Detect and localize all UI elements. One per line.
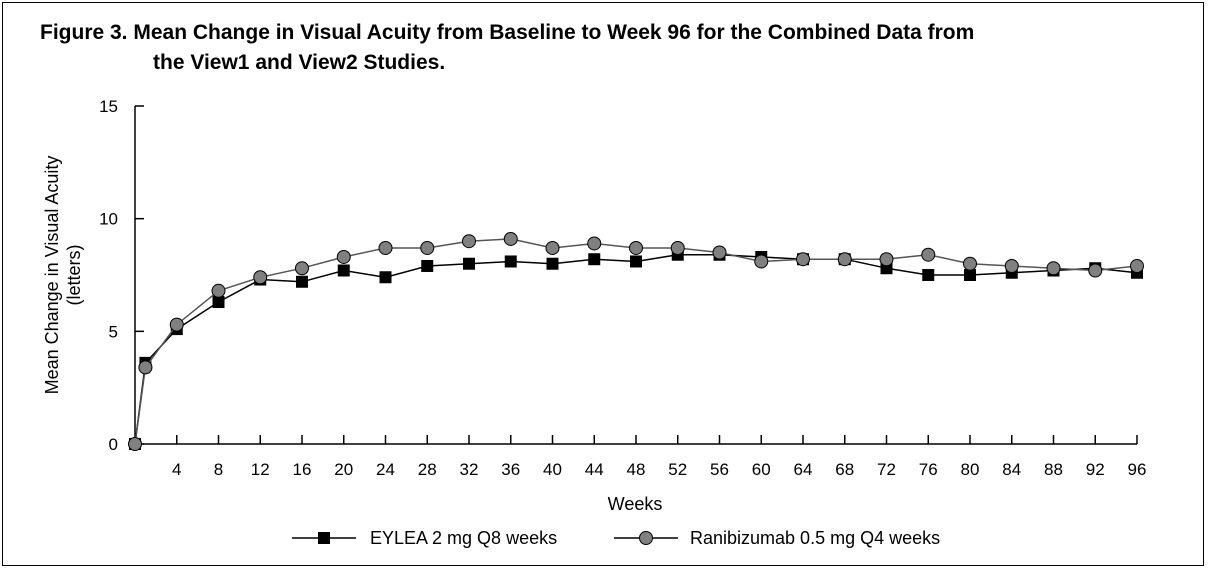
data-point-circle: [1046, 261, 1061, 276]
data-point-circle: [1130, 258, 1144, 273]
data-point-square: [504, 255, 517, 268]
legend-ranibizumab-marker: [639, 531, 653, 545]
x-tick-label: 68: [835, 460, 854, 479]
x-axis-title: Weeks: [608, 494, 663, 514]
data-point-square: [546, 257, 559, 270]
data-point-circle: [879, 252, 894, 267]
x-tick-label: 32: [460, 460, 479, 479]
data-point-circle: [169, 317, 184, 332]
data-point-circle: [963, 256, 977, 271]
x-tick-label: 64: [794, 460, 813, 479]
y-axis-ticks: 0 5 10 15: [99, 97, 144, 454]
data-point-circle: [211, 283, 226, 298]
x-tick-label: 8: [214, 460, 223, 479]
series-line: [134, 253, 1138, 445]
chart-title-line2: the View1 and View2 Studies.: [153, 51, 446, 74]
y-axis-title-line2: (letters): [64, 244, 84, 305]
legend: EYLEA 2 mg Q8 weeks Ranibizumab 0.5 mg Q…: [292, 528, 940, 548]
data-point-circle: [503, 231, 518, 246]
data-point-square: [421, 259, 434, 272]
data-point-circle: [629, 240, 643, 255]
data-point-circle: [253, 270, 268, 285]
series-ranibizumab: [128, 231, 1144, 451]
series-eylea: [129, 248, 1143, 450]
x-tick-label: 96: [1128, 460, 1147, 479]
data-point-square: [630, 255, 642, 268]
x-tick-label: 52: [668, 460, 687, 479]
x-tick-label: 84: [1002, 460, 1021, 479]
legend-eylea-label: EYLEA 2 mg Q8 weeks: [370, 528, 557, 548]
legend-item-eylea: EYLEA 2 mg Q8 weeks: [292, 528, 557, 548]
data-point-circle: [1004, 258, 1019, 273]
x-tick-label: 92: [1086, 460, 1105, 479]
data-point-circle: [796, 252, 810, 267]
x-tick-label: 16: [293, 460, 312, 479]
x-tick-label: 60: [752, 460, 771, 479]
data-point-circle: [545, 240, 560, 255]
x-tick-label: 12: [251, 460, 270, 479]
data-point-circle: [336, 249, 351, 264]
data-point-circle: [670, 240, 685, 255]
chart-title-line1: Figure 3. Mean Change in Visual Acuity f…: [40, 21, 975, 44]
x-tick-label: 40: [543, 460, 562, 479]
data-point-square: [463, 257, 475, 270]
x-tick-label: 48: [627, 460, 646, 479]
data-point-circle: [587, 236, 602, 251]
series-layer: [128, 231, 1144, 451]
data-point-circle: [837, 252, 852, 267]
x-tick-label: 20: [334, 460, 353, 479]
x-tick-label: 88: [1044, 460, 1063, 479]
data-point-circle: [712, 245, 727, 260]
data-point-circle: [378, 240, 393, 255]
data-point-circle: [921, 247, 936, 262]
x-tick-label: 4: [172, 460, 181, 479]
y-tick-label: 15: [99, 97, 118, 116]
legend-eylea-marker: [318, 532, 330, 544]
data-point-circle: [295, 261, 309, 276]
x-tick-label: 24: [376, 460, 395, 479]
data-point-circle: [420, 240, 435, 255]
data-point-square: [964, 269, 976, 281]
x-tick-label: 28: [418, 460, 437, 479]
x-tick-label: 76: [919, 460, 938, 479]
x-tick-label: 72: [877, 460, 896, 479]
axes: [134, 106, 1137, 445]
y-axis-title-line1: Mean Change in Visual Acuity: [42, 156, 62, 395]
data-point-square: [922, 269, 935, 281]
data-point-square: [379, 271, 392, 284]
x-tick-label: 36: [501, 460, 520, 479]
data-point-square: [212, 296, 225, 309]
data-point-square: [337, 264, 350, 277]
x-tick-label: 56: [710, 460, 729, 479]
y-tick-label: 10: [99, 210, 118, 229]
x-axis-ticks: 4 8 12 16 20 24 28 32 36 40 44 48 52 56 60 64 68 72 76 80 84…: [172, 435, 1146, 479]
data-point-square: [588, 253, 601, 266]
data-point-circle: [128, 437, 142, 451]
data-point-circle: [462, 234, 476, 249]
legend-ranibizumab-label: Ranibizumab 0.5 mg Q4 weeks: [690, 528, 940, 548]
y-tick-label: 0: [109, 435, 118, 454]
data-point-circle: [754, 254, 769, 269]
x-tick-label: 44: [585, 460, 604, 479]
data-point-square: [296, 275, 308, 288]
chart-title: Figure 3. Mean Change in Visual Acuity f…: [40, 18, 1190, 78]
x-tick-label: 80: [961, 460, 980, 479]
series-line: [134, 238, 1138, 445]
y-tick-label: 5: [109, 322, 118, 341]
data-point-circle: [1088, 263, 1103, 278]
legend-item-ranibizumab: Ranibizumab 0.5 mg Q4 weeks: [614, 528, 940, 548]
data-point-circle: [138, 360, 153, 375]
